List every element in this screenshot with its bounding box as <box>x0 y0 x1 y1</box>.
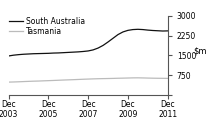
South Australia <box>122 31 124 33</box>
Tasmania <box>57 79 60 81</box>
South Australia <box>132 29 134 30</box>
South Australia <box>152 30 154 31</box>
Tasmania <box>102 78 104 79</box>
Tasmania <box>22 81 25 82</box>
Line: South Australia: South Australia <box>9 29 168 56</box>
Tasmania <box>147 77 149 79</box>
Tasmania <box>52 80 55 81</box>
South Australia <box>157 30 159 32</box>
South Australia <box>67 52 70 53</box>
Tasmania <box>152 77 154 79</box>
South Australia <box>92 49 94 51</box>
Tasmania <box>112 78 114 79</box>
South Australia <box>62 52 64 53</box>
South Australia <box>72 51 75 53</box>
Tasmania <box>17 81 20 83</box>
South Australia <box>42 53 45 54</box>
South Australia <box>117 34 119 35</box>
South Australia <box>27 53 30 55</box>
Tasmania <box>87 78 89 80</box>
Tasmania <box>107 78 109 79</box>
South Australia <box>12 54 15 56</box>
Tasmania <box>97 78 99 79</box>
Tasmania <box>67 79 70 81</box>
Tasmania <box>132 77 134 79</box>
Tasmania <box>92 78 94 80</box>
Tasmania <box>127 77 129 79</box>
Tasmania <box>141 77 144 79</box>
South Australia <box>102 45 104 46</box>
Line: Tasmania: Tasmania <box>9 78 168 82</box>
South Australia <box>77 51 80 53</box>
South Australia <box>32 53 35 55</box>
Tasmania <box>27 81 30 82</box>
Tasmania <box>12 81 15 83</box>
South Australia <box>37 53 40 54</box>
South Australia <box>82 51 84 52</box>
South Australia <box>161 30 164 32</box>
South Australia <box>97 47 99 49</box>
South Australia <box>112 37 114 39</box>
Tasmania <box>62 79 64 81</box>
South Australia <box>141 29 144 30</box>
South Australia <box>87 50 89 52</box>
Tasmania <box>72 79 75 81</box>
Y-axis label: $m: $m <box>194 46 207 55</box>
Tasmania <box>32 80 35 82</box>
Tasmania <box>77 79 80 80</box>
South Australia <box>107 41 109 43</box>
South Australia <box>57 52 60 54</box>
South Australia <box>47 53 50 54</box>
Tasmania <box>137 77 139 79</box>
Legend: South Australia, Tasmania: South Australia, Tasmania <box>9 17 85 36</box>
Tasmania <box>42 80 45 82</box>
Tasmania <box>7 81 10 83</box>
South Australia <box>52 52 55 54</box>
Tasmania <box>82 78 84 80</box>
Tasmania <box>117 77 119 79</box>
South Australia <box>127 30 129 31</box>
South Australia <box>22 53 25 55</box>
South Australia <box>7 55 10 57</box>
Tasmania <box>157 77 159 79</box>
Tasmania <box>37 80 40 82</box>
Tasmania <box>161 77 164 79</box>
South Australia <box>166 30 169 32</box>
South Australia <box>17 54 20 55</box>
Tasmania <box>122 77 124 79</box>
South Australia <box>147 29 149 31</box>
Tasmania <box>166 78 169 79</box>
Tasmania <box>47 80 50 81</box>
South Australia <box>137 29 139 30</box>
